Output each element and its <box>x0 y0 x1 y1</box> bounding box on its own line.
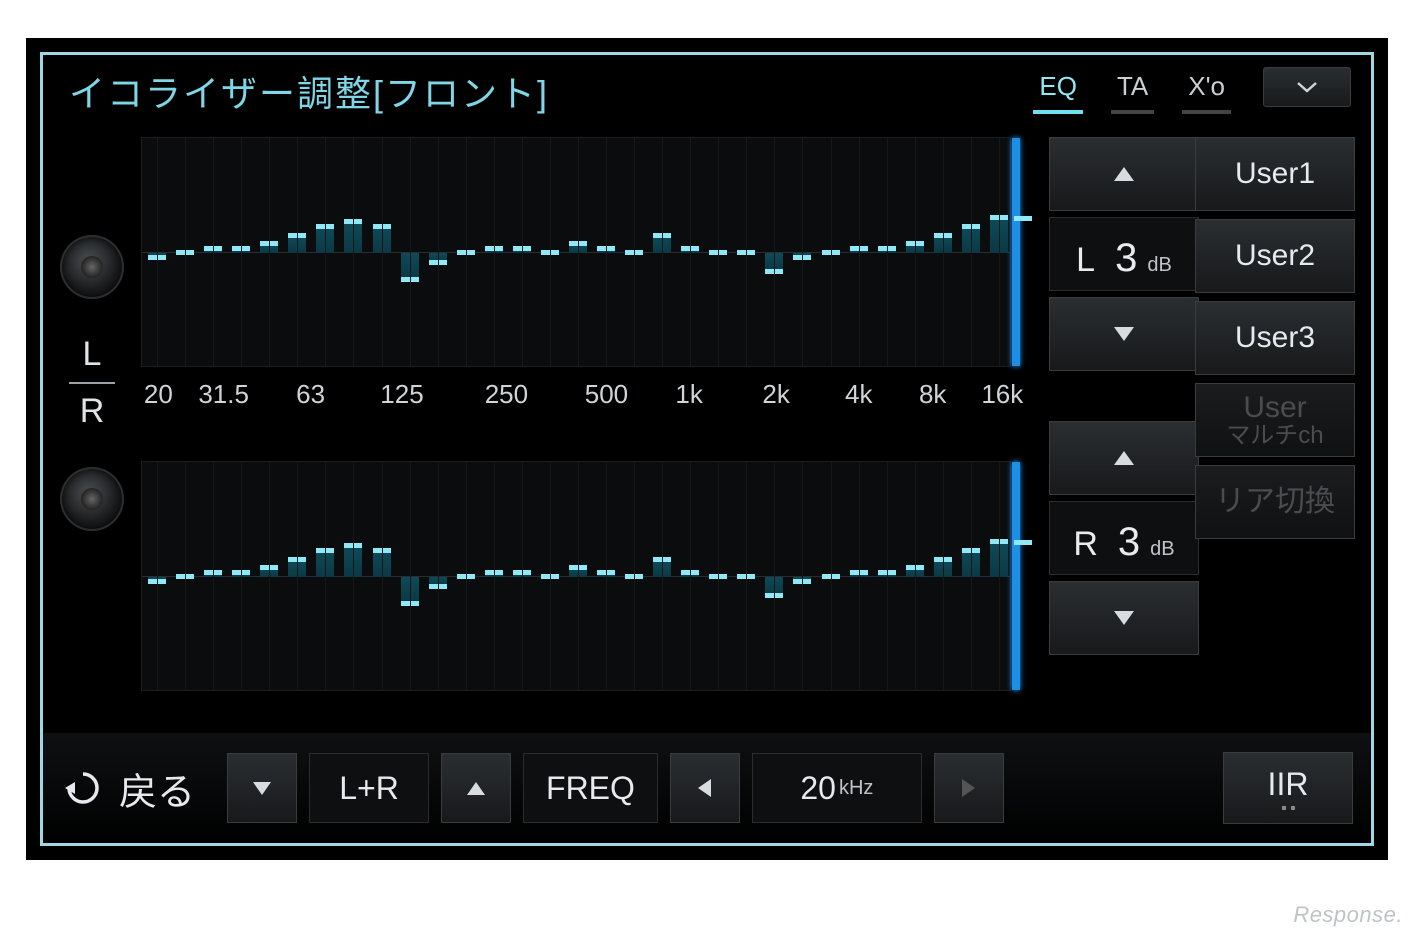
freq-axis-label: 2k <box>762 379 789 410</box>
triangle-up-icon <box>467 782 485 795</box>
preset-user-multi-line2: マルチch <box>1226 423 1323 448</box>
chevron-down-icon <box>1296 80 1318 94</box>
freq-value-display: 20kHz <box>752 753 922 823</box>
preset-user-multi-line1: User <box>1243 392 1306 424</box>
freq-axis-label: 63 <box>296 379 325 410</box>
footer: 戻る L+R FREQ 20kHz IIR <box>43 733 1371 843</box>
eq-cursor <box>1012 138 1020 366</box>
level-r-display: R 3 dB <box>1049 501 1199 575</box>
lr-mode-display: L+R <box>309 753 429 823</box>
triangle-down-icon <box>253 782 271 795</box>
iir-label: IIR <box>1268 766 1309 803</box>
level-r-down-button[interactable] <box>1049 581 1199 655</box>
triangle-right-icon <box>962 779 975 797</box>
triangle-up-icon <box>1114 167 1134 181</box>
level-l-value: 3 <box>1115 236 1137 281</box>
page-title: イコライザー調整[フロント] <box>69 65 549 117</box>
eq-graph-area: 20 31.5 63 125 250 500 1k 2k 4k 8k 16k <box>141 137 1049 691</box>
level-r-up-button[interactable] <box>1049 421 1199 495</box>
preset-user2-button[interactable]: User2 <box>1195 219 1355 293</box>
freq-axis-label: 500 <box>585 379 628 410</box>
tab-eq[interactable]: EQ <box>1033 69 1083 114</box>
triangle-up-icon <box>1114 451 1134 465</box>
speaker-left-icon <box>60 235 124 299</box>
speaker-right-icon <box>60 467 124 531</box>
speaker-column: L R <box>53 235 131 595</box>
screen: イコライザー調整[フロント] EQ TA X'o L R <box>40 52 1374 846</box>
eq-panel-left[interactable] <box>141 137 1011 367</box>
preset-user1-button[interactable]: User1 <box>1195 137 1355 211</box>
triangle-down-icon <box>1114 327 1134 341</box>
lr-divider <box>69 382 115 384</box>
freq-axis-label: 4k <box>845 379 872 410</box>
cursor-tick <box>1014 540 1032 545</box>
dots-icon <box>1282 806 1295 810</box>
tabs: EQ TA X'o <box>1033 69 1231 114</box>
lr-mode-up-button[interactable] <box>441 753 511 823</box>
freq-label: FREQ <box>523 753 658 823</box>
preset-user-multich-button: User マルチch <box>1195 383 1355 457</box>
back-label: 戻る <box>119 761 195 816</box>
freq-axis-label: 8k <box>919 379 946 410</box>
freq-axis: 2031.5631252505001k2k4k8k16k <box>141 379 1011 419</box>
preset-user3-button[interactable]: User3 <box>1195 301 1355 375</box>
level-r-value: 3 <box>1118 520 1140 565</box>
tab-xo[interactable]: X'o <box>1182 69 1231 114</box>
freq-axis-label: 125 <box>380 379 423 410</box>
preset-column: User1 User2 User3 User マルチch リア切換 <box>1195 137 1355 539</box>
left-channel-label: L <box>83 335 102 374</box>
level-l-channel: L <box>1076 241 1095 280</box>
rear-switch-button: リア切換 <box>1195 465 1355 539</box>
watermark: Response. <box>1293 902 1403 928</box>
level-r-channel: R <box>1073 525 1098 564</box>
freq-axis-label: 1k <box>675 379 702 410</box>
level-r-unit: dB <box>1150 538 1174 561</box>
triangle-down-icon <box>1114 611 1134 625</box>
triangle-left-icon <box>698 779 711 797</box>
freq-axis-label: 20 <box>144 379 173 410</box>
freq-axis-label: 250 <box>485 379 528 410</box>
level-controls: L 3 dB R 3 dB <box>1049 137 1199 661</box>
outer-frame: イコライザー調整[フロント] EQ TA X'o L R <box>26 38 1388 860</box>
back-arrow-icon <box>61 766 105 810</box>
freq-value: 20 <box>800 770 836 807</box>
header: イコライザー調整[フロント] EQ TA X'o <box>43 55 1371 125</box>
freq-prev-button[interactable] <box>670 753 740 823</box>
freq-next-button <box>934 753 1004 823</box>
tab-ta[interactable]: TA <box>1111 69 1154 114</box>
eq-cursor <box>1012 462 1020 690</box>
iir-button[interactable]: IIR <box>1223 752 1353 824</box>
freq-axis-label: 31.5 <box>198 379 249 410</box>
collapse-button[interactable] <box>1263 67 1351 107</box>
level-l-display: L 3 dB <box>1049 217 1199 291</box>
freq-unit: kHz <box>839 777 873 800</box>
back-button[interactable]: 戻る <box>61 761 215 816</box>
freq-axis-label: 16k <box>981 379 1023 410</box>
right-channel-label: R <box>80 392 105 431</box>
lr-mode-down-button[interactable] <box>227 753 297 823</box>
cursor-tick <box>1014 216 1032 221</box>
eq-panel-right[interactable] <box>141 461 1011 691</box>
level-l-up-button[interactable] <box>1049 137 1199 211</box>
level-l-unit: dB <box>1147 254 1171 277</box>
level-l-down-button[interactable] <box>1049 297 1199 371</box>
